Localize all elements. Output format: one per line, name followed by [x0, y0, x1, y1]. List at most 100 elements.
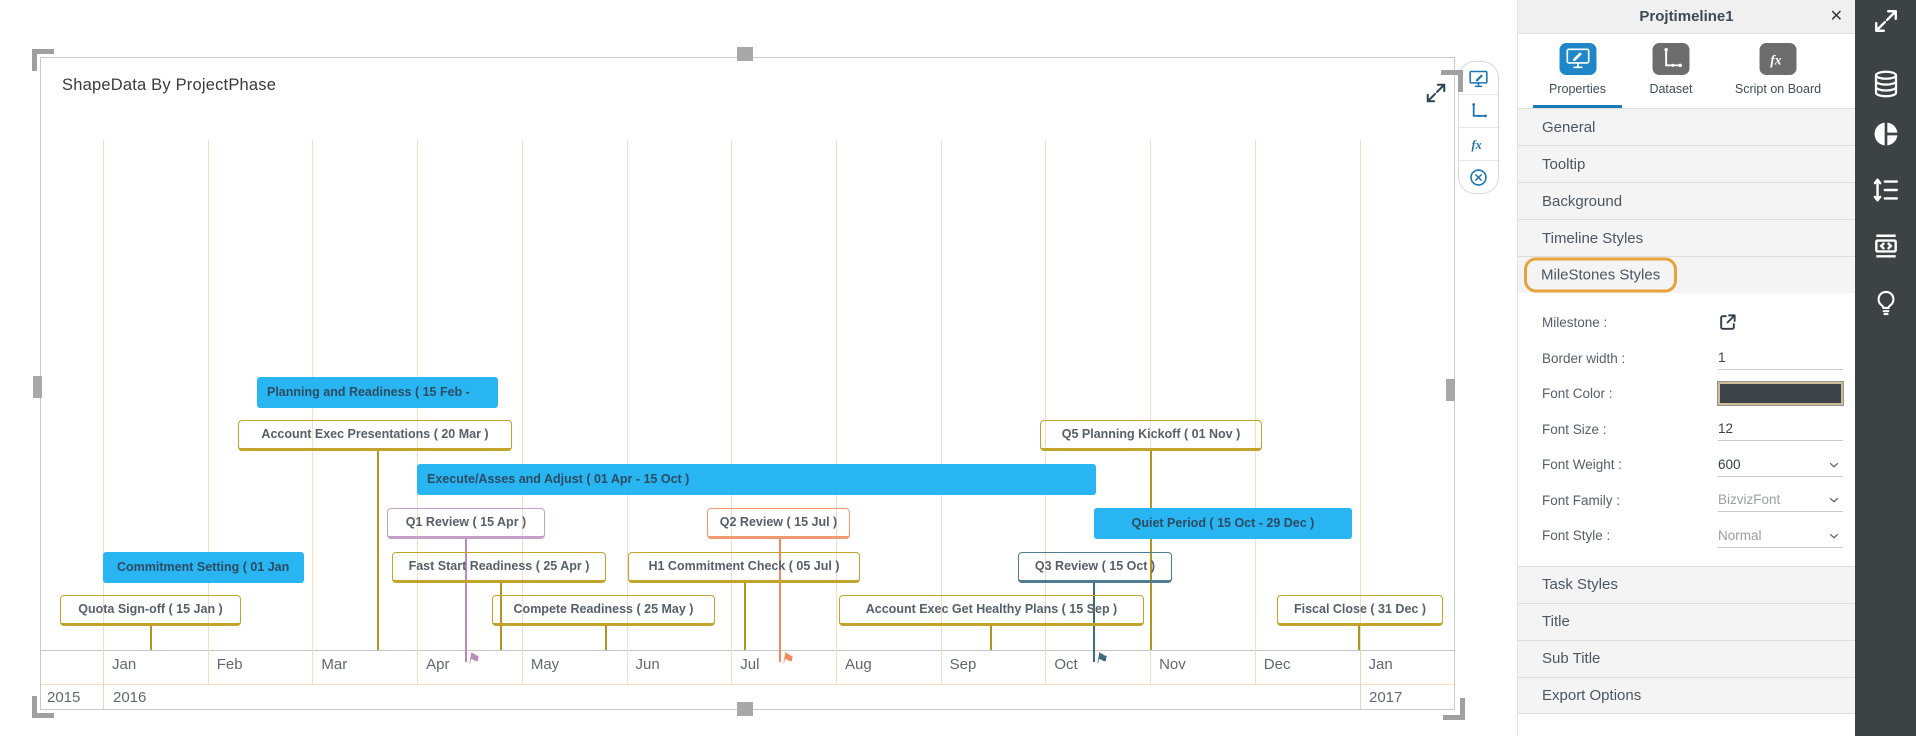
close-icon[interactable]: ✕	[1829, 8, 1843, 25]
milestone[interactable]: Q5 Planning Kickoff ( 01 Nov )	[1040, 420, 1262, 451]
year-band-line	[41, 684, 1454, 685]
widget-remove-icon[interactable]	[1459, 160, 1498, 193]
field-select[interactable]: 600	[1718, 453, 1843, 477]
month-gridline	[731, 140, 733, 650]
month-label: Jul	[740, 656, 760, 673]
resize-handle-left[interactable]	[33, 376, 42, 398]
field-value: 1	[1718, 350, 1726, 366]
section-timeline-styles[interactable]: Timeline Styles	[1518, 219, 1855, 256]
chevron-down-icon	[1827, 493, 1841, 507]
month-label: Oct	[1054, 656, 1078, 673]
milestone[interactable]: Quota Sign-off ( 15 Jan )	[60, 595, 241, 626]
resize-handle-bottom[interactable]	[737, 702, 753, 716]
field-font-size: Font Size : 12	[1518, 412, 1855, 448]
month-gridline	[1359, 140, 1361, 650]
expand-icon[interactable]	[1873, 8, 1899, 34]
milestone[interactable]: Commitment Setting ( 01 Jan	[103, 552, 304, 583]
resize-handle-top[interactable]	[737, 47, 753, 61]
field-border-width: Border width : 1	[1518, 341, 1855, 377]
month-gridline	[1150, 140, 1152, 650]
font-color-swatch[interactable]	[1718, 382, 1843, 406]
tab-dataset[interactable]: Dataset	[1625, 34, 1717, 108]
year-label: 2017	[1369, 689, 1403, 706]
widget-axes-icon[interactable]	[1459, 94, 1498, 127]
field-input[interactable]: 12	[1718, 417, 1843, 442]
month-gridline	[1254, 140, 1256, 650]
milestone-connector	[605, 625, 607, 650]
section-export-options[interactable]: Export Options	[1518, 676, 1855, 714]
milestone[interactable]: Quiet Period ( 15 Oct - 29 Dec )	[1094, 508, 1352, 539]
pie-chart-icon[interactable]	[1871, 120, 1900, 149]
field-label: Border width :	[1542, 350, 1626, 366]
selection-corner-top-left[interactable]	[32, 49, 54, 71]
widget-icon[interactable]	[1871, 232, 1900, 261]
external-link-icon[interactable]	[1718, 313, 1737, 332]
milestone[interactable]: Account Exec Get Healthy Plans ( 15 Sep …	[839, 595, 1144, 626]
milestone[interactable]: Fiscal Close ( 31 Dec )	[1277, 595, 1443, 626]
month-label: May	[530, 656, 560, 673]
year-separator	[1359, 650, 1361, 709]
field-font-family: Font Family : BizvizFont	[1518, 483, 1855, 519]
lightbulb-icon[interactable]	[1872, 289, 1900, 317]
database-icon[interactable]	[1871, 69, 1901, 99]
year-label: 2015	[47, 689, 81, 706]
milestone-connector	[990, 625, 992, 650]
selection-corner-bottom-left[interactable]	[32, 696, 54, 718]
milestone[interactable]: H1 Commitment Check ( 05 Jul )	[628, 552, 860, 583]
milestone-connector	[1150, 450, 1152, 650]
right-rail	[1855, 0, 1916, 736]
milestone-connector	[465, 538, 467, 662]
chevron-down-icon	[1827, 458, 1841, 472]
widget-toolbar: fx	[1458, 61, 1499, 194]
milestone-connector	[1358, 625, 1360, 650]
selection-corner-top-right[interactable]	[1441, 70, 1463, 92]
section-general[interactable]: General	[1518, 108, 1855, 145]
widget-fx-icon[interactable]: fx	[1459, 127, 1498, 160]
section-milestones-styles[interactable]: MileStones Styles MileStones Styles	[1518, 256, 1855, 293]
chart-title: ShapeData By ProjectPhase	[62, 76, 277, 94]
month-gridline	[1045, 140, 1047, 650]
tab-script-on-board[interactable]: fx Script on Board	[1717, 34, 1839, 108]
section-sub-title[interactable]: Sub Title	[1518, 639, 1855, 677]
field-font-weight: Font Weight : 600	[1518, 447, 1855, 483]
month-separator	[312, 650, 314, 684]
selection-corner-bottom-right[interactable]	[1443, 698, 1465, 720]
tab-properties[interactable]: Properties	[1530, 34, 1625, 108]
timeline-widget[interactable]: Jan Feb Mar Apr May Jun Jul Aug Sep Oct Nov Dec Jan 2…	[40, 57, 1455, 710]
chevron-down-icon	[1827, 529, 1841, 543]
milestone-connector	[779, 538, 781, 662]
resize-handle-right[interactable]	[1446, 379, 1455, 401]
month-label: Jan	[1368, 656, 1393, 673]
milestone[interactable]: Planning and Readiness ( 15 Feb -	[257, 377, 498, 408]
section-task-styles[interactable]: Task Styles	[1518, 565, 1855, 603]
line-height-icon[interactable]	[1871, 176, 1900, 205]
month-gridline	[626, 140, 628, 650]
milestone-connector	[377, 450, 379, 650]
widget-properties-icon[interactable]	[1459, 62, 1498, 94]
milestone[interactable]: Compete Readiness ( 25 May )	[492, 595, 715, 626]
milestone[interactable]: Execute/Asses and Adjust ( 01 Apr - 15 O…	[417, 464, 1096, 495]
field-select[interactable]: Normal	[1718, 524, 1843, 548]
milestone-connector	[500, 582, 502, 650]
month-gridline	[521, 140, 523, 650]
section-title[interactable]: Title	[1518, 602, 1855, 640]
maximize-widget-icon[interactable]	[1425, 82, 1447, 104]
milestone[interactable]: Q3 Review ( 15 Oct )	[1018, 552, 1172, 583]
milestone[interactable]: Q2 Review ( 15 Jul )	[707, 508, 850, 539]
field-value: Normal	[1718, 527, 1762, 543]
section-tooltip[interactable]: Tooltip	[1518, 145, 1855, 182]
field-label: Milestone :	[1542, 315, 1608, 331]
field-label: Font Weight :	[1542, 457, 1623, 473]
field-value: BizvizFont	[1718, 492, 1781, 508]
milestone[interactable]: Q1 Review ( 15 Apr )	[387, 508, 545, 539]
milestone[interactable]: Account Exec Presentations ( 20 Mar )	[238, 420, 512, 451]
field-input[interactable]: 1	[1718, 346, 1843, 371]
milestone[interactable]: Fast Start Readiness ( 25 Apr )	[392, 552, 606, 583]
field-label: Font Style :	[1542, 528, 1611, 544]
field-select[interactable]: BizvizFont	[1718, 488, 1843, 513]
month-gridline	[207, 140, 209, 650]
section-background[interactable]: Background	[1518, 182, 1855, 219]
month-separator	[731, 650, 733, 684]
field-label: Font Color :	[1542, 386, 1613, 402]
